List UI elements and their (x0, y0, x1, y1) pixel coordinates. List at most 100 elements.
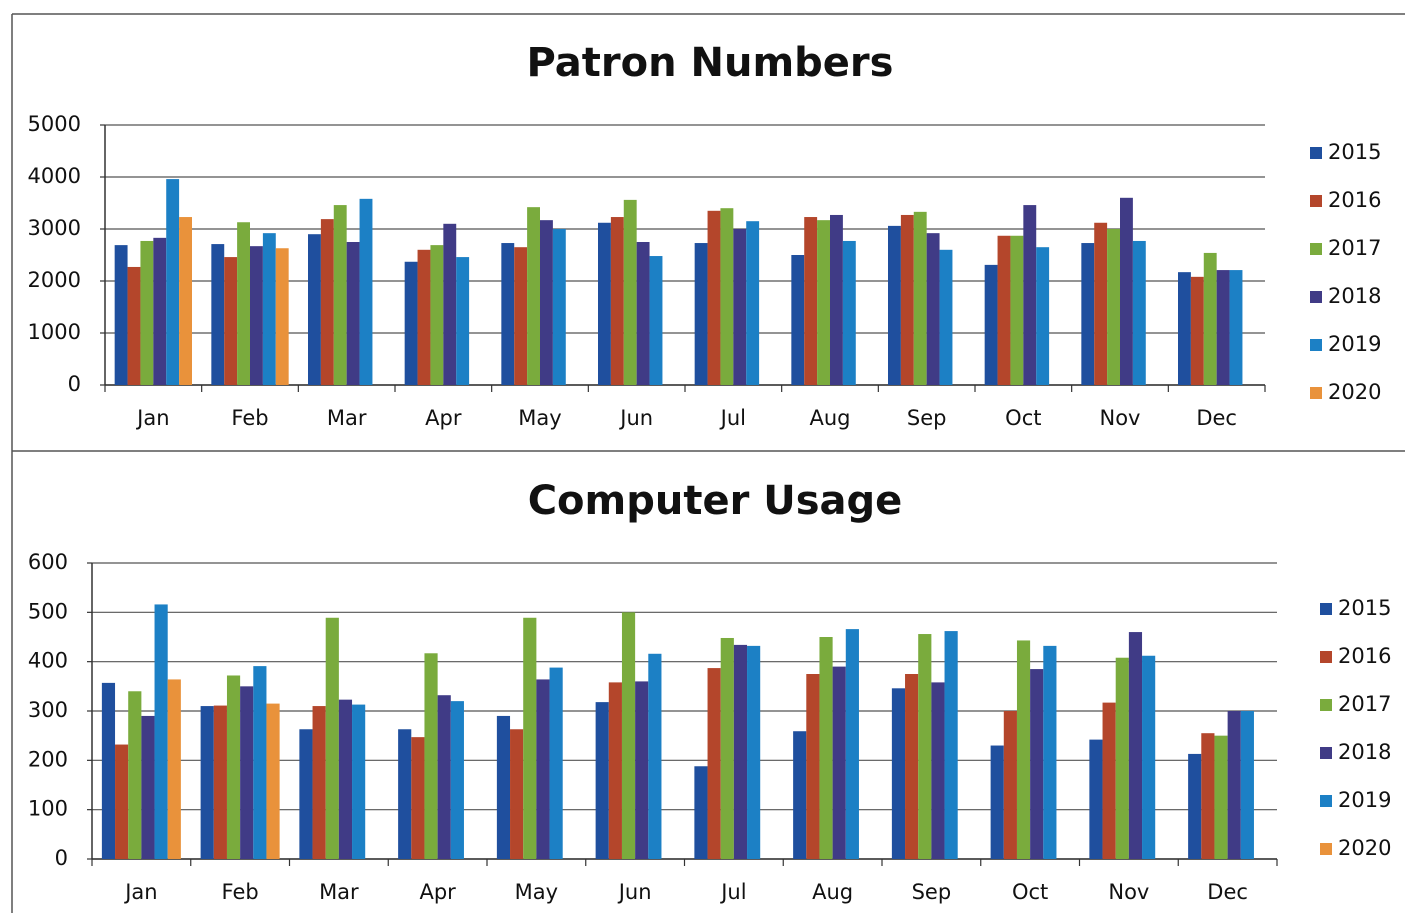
bar (888, 225, 901, 385)
legend-swatch (1310, 339, 1322, 351)
bar (931, 682, 945, 859)
legend-label: 2015 (1328, 140, 1381, 164)
bar (926, 233, 940, 385)
legend-swatch (1310, 195, 1322, 207)
y-tick-label: 100 (28, 797, 68, 821)
bar (621, 612, 636, 859)
bar (179, 217, 192, 385)
x-tick-label: Jan (123, 880, 157, 904)
bar (240, 686, 254, 859)
y-tick-label: 1000 (28, 320, 81, 344)
legend-label: 2018 (1328, 284, 1381, 308)
bar (694, 243, 708, 385)
bar (1201, 733, 1215, 859)
bar (905, 674, 919, 859)
legend-swatch (1310, 147, 1322, 159)
x-tick-label: Jun (617, 880, 652, 904)
bar (417, 249, 431, 385)
bar (333, 205, 347, 385)
bar (166, 179, 180, 385)
bar (1142, 655, 1156, 859)
bar (1214, 735, 1228, 859)
bar (127, 266, 141, 385)
bar (141, 715, 155, 859)
y-tick-label: 300 (28, 698, 68, 722)
bar (523, 617, 537, 859)
x-tick-label: Nov (1108, 880, 1149, 904)
bar (404, 261, 418, 385)
legend-label: 2017 (1328, 236, 1381, 260)
bar (312, 706, 326, 859)
bar (1030, 669, 1044, 859)
y-tick-label: 600 (28, 550, 68, 574)
bar (720, 637, 734, 859)
bar (1178, 272, 1191, 385)
x-tick-label: Dec (1196, 406, 1237, 430)
bar (1043, 645, 1057, 859)
bar (1188, 753, 1202, 859)
bar (845, 629, 859, 859)
bar (817, 220, 830, 385)
bar (1023, 205, 1037, 385)
legend-swatch (1320, 747, 1332, 759)
legend-swatch (1310, 243, 1322, 255)
bar (346, 242, 360, 385)
bar (275, 248, 289, 385)
y-tick-label: 5000 (28, 112, 81, 136)
bar (1107, 229, 1120, 385)
bar (649, 256, 663, 385)
bar (128, 691, 142, 859)
bar (299, 729, 313, 859)
bar (552, 229, 566, 385)
bar (623, 199, 637, 385)
bar (1115, 657, 1129, 859)
bar (1010, 235, 1024, 385)
legend-label: 2015 (1338, 596, 1391, 620)
bar (598, 222, 611, 385)
bar (114, 245, 128, 385)
y-tick-label: 0 (68, 372, 81, 396)
bar (939, 249, 953, 385)
bar (250, 246, 263, 385)
bar (830, 214, 843, 385)
x-tick-label: Mar (319, 880, 359, 904)
legend-label: 2020 (1338, 836, 1391, 860)
bar (359, 198, 373, 385)
legend-swatch (1320, 795, 1332, 807)
legend-label: 2016 (1338, 644, 1391, 668)
bar (411, 737, 425, 859)
x-tick-label: Sep (907, 406, 947, 430)
bar (443, 223, 457, 385)
bar (842, 240, 856, 385)
bar (200, 706, 214, 859)
y-tick-label: 4000 (28, 164, 81, 188)
bar (153, 237, 167, 385)
bar (352, 704, 366, 859)
x-tick-label: Dec (1207, 880, 1248, 904)
legend-label: 2017 (1338, 692, 1391, 716)
bar (1240, 711, 1254, 859)
bar (635, 681, 649, 859)
chart-title: Patron Numbers (527, 40, 894, 86)
bar (253, 666, 267, 859)
legend-swatch (1320, 603, 1332, 615)
bar (510, 729, 524, 859)
bar (266, 703, 280, 859)
legend-label: 2018 (1338, 740, 1391, 764)
bar (320, 219, 334, 385)
legend-label: 2016 (1328, 188, 1381, 212)
bar (918, 634, 932, 859)
bar (707, 668, 721, 859)
bar (720, 208, 734, 385)
bar (115, 744, 129, 859)
bar (832, 666, 846, 859)
bar (891, 688, 906, 859)
x-tick-label: Sep (912, 880, 952, 904)
bar (167, 679, 181, 859)
y-tick-label: 400 (28, 649, 68, 673)
chart-title: Computer Usage (528, 478, 903, 524)
bar (1132, 240, 1146, 385)
x-tick-label: Apr (419, 880, 456, 904)
bar (536, 679, 550, 859)
